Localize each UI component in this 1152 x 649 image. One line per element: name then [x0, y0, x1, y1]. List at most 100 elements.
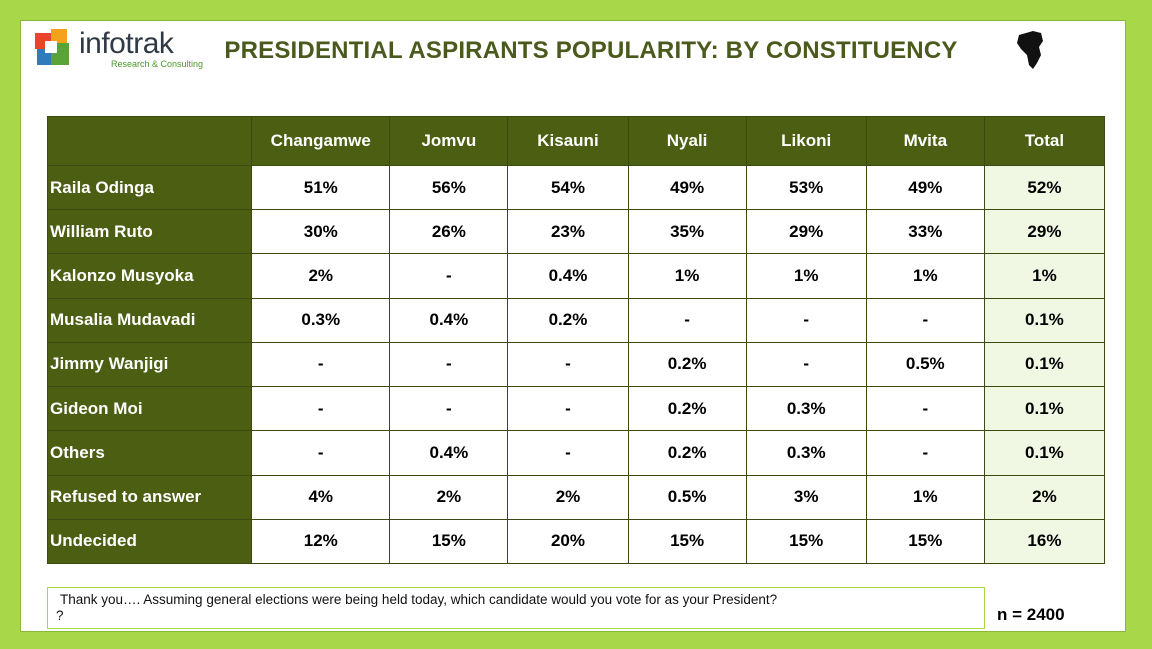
value-cell: 23%: [507, 209, 629, 255]
slide: infotrak Research & Consulting PRESIDENT…: [20, 20, 1126, 632]
value-cell: 49%: [627, 164, 747, 211]
value-cell: 0.3%: [745, 430, 867, 476]
infotrak-logo-icon: [35, 29, 73, 67]
value-cell: -: [507, 386, 629, 432]
table-row: Undecided 12% 15% 20% 15% 15% 15% 16%: [46, 518, 1106, 565]
value-cell: 0.5%: [865, 341, 985, 388]
value-cell: -: [389, 386, 509, 432]
total-cell: 0.1%: [983, 297, 1106, 343]
table-header-row: Changamwe Jomvu Kisauni Nyali Likoni Mvita Tot…: [46, 116, 1106, 166]
column-header: Jomvu: [389, 116, 509, 166]
value-cell: -: [507, 430, 629, 476]
value-cell: 15%: [745, 518, 867, 565]
column-header: Mvita: [865, 116, 985, 166]
infotrak-logo: infotrak Research & Consulting: [35, 27, 203, 71]
value-cell: 15%: [865, 518, 985, 565]
value-cell: 15%: [389, 518, 509, 565]
value-cell: 2%: [251, 253, 391, 299]
value-cell: 35%: [627, 209, 747, 255]
row-label: Others: [46, 430, 253, 476]
table-row: William Ruto 30% 26% 23% 35% 29% 33% 29%: [46, 209, 1106, 255]
table-corner-cell: [46, 116, 253, 166]
row-label: Undecided: [46, 518, 253, 565]
value-cell: -: [865, 386, 985, 432]
value-cell: 0.2%: [507, 297, 629, 343]
table-row: Kalonzo Musyoka 2% -0.4% 1% 1% 1% 1%: [46, 253, 1106, 299]
row-label: Jimmy Wanjigi: [46, 341, 253, 388]
table-row: Musalia Mudavadi 0.3% 0.4% 0.2% - - -0.1%: [46, 297, 1106, 343]
column-header: Likoni: [745, 116, 867, 166]
value-cell: 20%: [507, 518, 629, 565]
value-cell: 0.4%: [507, 253, 629, 299]
value-cell: -: [251, 341, 391, 388]
table-row: Refused to answer 4% 2% 2% 0.5% 3% 1% 2%: [46, 474, 1106, 520]
value-cell: 0.2%: [627, 386, 747, 432]
results-table: Changamwe Jomvu Kisauni Nyali Likoni Mvita Tot…: [46, 116, 1106, 565]
value-cell: -: [745, 341, 867, 388]
value-cell: -: [627, 297, 747, 343]
value-cell: 51%: [251, 164, 391, 211]
haki-africa-logo: [1011, 25, 1119, 73]
value-cell: -: [865, 297, 985, 343]
value-cell: 3%: [745, 474, 867, 520]
column-header: Kisauni: [507, 116, 629, 166]
value-cell: 0.4%: [389, 297, 509, 343]
value-cell: 1%: [865, 474, 985, 520]
total-cell: 1%: [983, 253, 1106, 299]
value-cell: 54%: [507, 164, 629, 211]
value-cell: 1%: [865, 253, 985, 299]
logo-name: infotrak: [79, 27, 174, 60]
row-label: William Ruto: [46, 209, 253, 255]
table-row: Others -0.4% -0.2% 0.3% -0.1%: [46, 430, 1106, 476]
total-cell: 52%: [983, 164, 1106, 211]
column-header: Nyali: [627, 116, 747, 166]
value-cell: 29%: [745, 209, 867, 255]
value-cell: 56%: [389, 164, 509, 211]
value-cell: 12%: [251, 518, 391, 565]
total-cell: 0.1%: [983, 430, 1106, 476]
row-label: Kalonzo Musyoka: [46, 253, 253, 299]
table-row: Gideon Moi - - -0.2% 0.3% -0.1%: [46, 386, 1106, 432]
value-cell: -: [389, 341, 509, 388]
survey-question: Thank you…. Assuming general elections w…: [47, 587, 985, 629]
column-header: Total: [983, 116, 1106, 166]
question-text: Thank you…. Assuming general elections w…: [60, 592, 778, 607]
value-cell: 0.5%: [627, 474, 747, 520]
row-label: Musalia Mudavadi: [46, 297, 253, 343]
row-label: Gideon Moi: [46, 386, 253, 432]
value-cell: 1%: [627, 253, 747, 299]
row-label: Raila Odinga: [46, 164, 253, 211]
row-label: Refused to answer: [46, 474, 253, 520]
page-title: PRESIDENTIAL ASPIRANTS POPULARITY: BY CO…: [224, 37, 958, 64]
question-continuation: ?: [56, 608, 64, 623]
logo-tagline: Research & Consulting: [111, 59, 204, 69]
value-cell: 33%: [865, 209, 985, 255]
value-cell: 0.3%: [251, 297, 391, 343]
value-cell: -: [389, 253, 509, 299]
value-cell: 15%: [627, 518, 747, 565]
africa-map-icon: [1017, 31, 1043, 69]
value-cell: 0.4%: [389, 430, 509, 476]
value-cell: 1%: [745, 253, 867, 299]
table-row: Raila Odinga 51% 56% 54% 49% 53% 49% 52%: [46, 164, 1106, 211]
value-cell: 0.2%: [627, 430, 747, 476]
total-cell: 0.1%: [983, 386, 1106, 432]
value-cell: -: [251, 430, 391, 476]
value-cell: 53%: [745, 164, 867, 211]
value-cell: -: [865, 430, 985, 476]
value-cell: 0.2%: [627, 341, 747, 388]
total-cell: 0.1%: [983, 341, 1106, 388]
value-cell: 4%: [251, 474, 391, 520]
value-cell: 26%: [389, 209, 509, 255]
total-cell: 16%: [983, 518, 1106, 565]
column-header: Changamwe: [251, 116, 391, 166]
value-cell: -: [507, 341, 629, 388]
value-cell: 30%: [251, 209, 391, 255]
value-cell: 2%: [507, 474, 629, 520]
total-cell: 29%: [983, 209, 1106, 255]
value-cell: -: [251, 386, 391, 432]
table-row: Jimmy Wanjigi - - -0.2% -0.5% 0.1%: [46, 341, 1106, 388]
total-cell: 2%: [983, 474, 1106, 520]
value-cell: 49%: [865, 164, 985, 211]
value-cell: 0.3%: [745, 386, 867, 432]
